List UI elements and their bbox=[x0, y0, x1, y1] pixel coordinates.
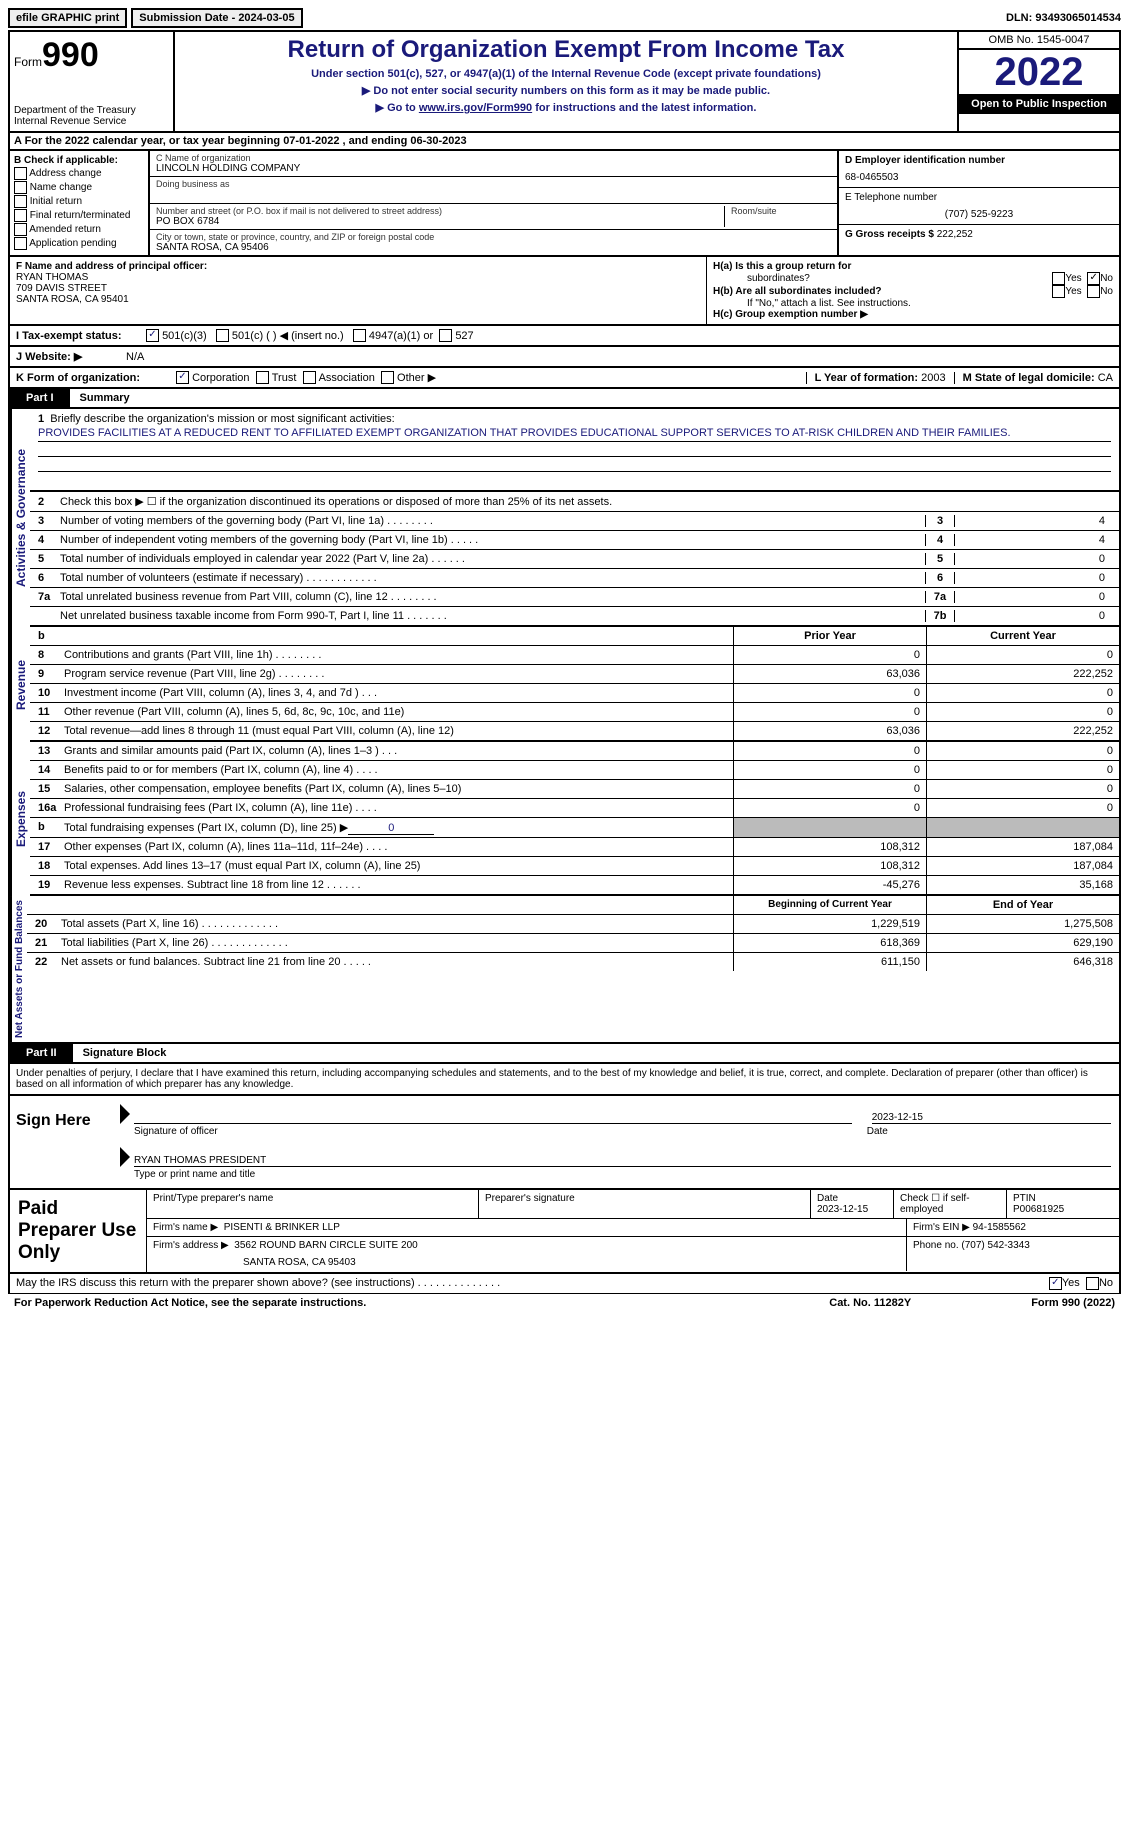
form-word: Form bbox=[14, 55, 42, 69]
expenses-section: Expenses 13Grants and similar amounts pa… bbox=[8, 742, 1121, 896]
row-k: K Form of organization: ✓ Corporation Tr… bbox=[8, 368, 1121, 389]
website-value: N/A bbox=[126, 351, 144, 363]
efile-print-button[interactable]: efile GRAPHIC print bbox=[8, 8, 127, 28]
line-a: A For the 2022 calendar year, or tax yea… bbox=[8, 133, 1121, 151]
dba-label: Doing business as bbox=[156, 179, 230, 201]
tax-year: 2022 bbox=[959, 50, 1119, 94]
h-b-note: If "No," attach a list. See instructions… bbox=[713, 298, 1113, 309]
subtitle-2: ▶ Do not enter social security numbers o… bbox=[179, 84, 953, 97]
addr-label: Number and street (or P.O. box if mail i… bbox=[156, 206, 724, 216]
activities-section: Activities & Governance 1 Briefly descri… bbox=[8, 409, 1121, 627]
irs-link[interactable]: www.irs.gov/Form990 bbox=[419, 102, 532, 114]
discuss-question: May the IRS discuss this return with the… bbox=[8, 1274, 1121, 1294]
revenue-label: Revenue bbox=[10, 627, 30, 742]
chk-address-change[interactable]: Address change bbox=[14, 167, 144, 180]
city-value: SANTA ROSA, CA 95406 bbox=[156, 242, 831, 253]
paid-preparer-label: Paid Preparer Use Only bbox=[10, 1190, 147, 1272]
open-inspection: Open to Public Inspection bbox=[959, 94, 1119, 114]
mission-text: PROVIDES FACILITIES AT A REDUCED RENT TO… bbox=[38, 425, 1111, 442]
part-1-tag: Part I bbox=[10, 389, 70, 407]
form-title: Return of Organization Exempt From Incom… bbox=[179, 36, 953, 64]
chk-initial-return[interactable]: Initial return bbox=[14, 195, 144, 208]
dept-treasury: Department of the Treasury bbox=[14, 105, 169, 116]
subtitle-1: Under section 501(c), 527, or 4947(a)(1)… bbox=[179, 68, 953, 80]
officer-city: SANTA ROSA, CA 95401 bbox=[16, 294, 700, 305]
part-2-name: Signature Block bbox=[73, 1044, 177, 1062]
tel-label: E Telephone number bbox=[845, 192, 1113, 203]
ein-label: D Employer identification number bbox=[845, 155, 1113, 166]
part-1-header: Part I Summary bbox=[8, 389, 1121, 409]
top-bar: efile GRAPHIC print Submission Date - 20… bbox=[8, 8, 1121, 28]
column-b: B Check if applicable: Address change Na… bbox=[10, 151, 150, 255]
revenue-section: Revenue bPrior YearCurrent Year 8Contrib… bbox=[8, 627, 1121, 742]
form-number: 990 bbox=[42, 36, 99, 74]
column-c: C Name of organization LINCOLN HOLDING C… bbox=[150, 151, 837, 255]
b-label: B Check if applicable: bbox=[14, 155, 144, 166]
sign-here-block: Sign Here 2023-12-15 Signature of office… bbox=[8, 1096, 1121, 1190]
perjury-statement: Under penalties of perjury, I declare th… bbox=[8, 1064, 1121, 1096]
net-assets-section: Net Assets or Fund Balances Beginning of… bbox=[8, 896, 1121, 1044]
room-label: Room/suite bbox=[731, 206, 777, 216]
tel-value: (707) 525-9223 bbox=[845, 209, 1113, 220]
org-name-label: C Name of organization bbox=[156, 153, 831, 163]
activities-label: Activities & Governance bbox=[10, 409, 30, 627]
form-header: Form990 Department of the Treasury Inter… bbox=[8, 30, 1121, 133]
row-j: J Website: ▶ N/A bbox=[8, 347, 1121, 368]
triangle-icon bbox=[120, 1147, 130, 1167]
header-right: OMB No. 1545-0047 2022 Open to Public In… bbox=[957, 32, 1119, 131]
addr-value: PO BOX 6784 bbox=[156, 216, 724, 227]
header-left: Form990 Department of the Treasury Inter… bbox=[10, 32, 175, 131]
ein-value: 68-0465503 bbox=[845, 172, 1113, 183]
city-label: City or town, state or province, country… bbox=[156, 232, 831, 242]
paid-preparer-block: Paid Preparer Use Only Print/Type prepar… bbox=[8, 1190, 1121, 1274]
header-center: Return of Organization Exempt From Incom… bbox=[175, 32, 957, 131]
gross-value: 222,252 bbox=[937, 229, 973, 240]
part-1-name: Summary bbox=[70, 389, 140, 407]
expenses-label: Expenses bbox=[10, 742, 30, 896]
dln: DLN: 93493065014534 bbox=[1006, 12, 1121, 24]
org-name: LINCOLN HOLDING COMPANY bbox=[156, 163, 831, 174]
footer-final: For Paperwork Reduction Act Notice, see … bbox=[8, 1294, 1121, 1312]
sign-here-label: Sign Here bbox=[10, 1096, 112, 1188]
chk-name-change[interactable]: Name change bbox=[14, 181, 144, 194]
h-c: H(c) Group exemption number ▶ bbox=[713, 309, 1113, 320]
part-2-header: Part II Signature Block bbox=[8, 1044, 1121, 1064]
subtitle-3: ▶ Go to www.irs.gov/Form990 for instruct… bbox=[179, 101, 953, 114]
net-assets-label: Net Assets or Fund Balances bbox=[10, 896, 27, 1042]
officer-street: 709 DAVIS STREET bbox=[16, 283, 700, 294]
gross-label: G Gross receipts $ bbox=[845, 229, 934, 240]
section-h: H(a) Is this a group return for subordin… bbox=[707, 257, 1119, 324]
part-2-tag: Part II bbox=[10, 1044, 73, 1062]
chk-final-return[interactable]: Final return/terminated bbox=[14, 209, 144, 222]
omb-number: OMB No. 1545-0047 bbox=[959, 32, 1119, 50]
triangle-icon bbox=[120, 1104, 130, 1124]
main-info-block: B Check if applicable: Address change Na… bbox=[8, 151, 1121, 257]
submission-date: Submission Date - 2024-03-05 bbox=[131, 8, 302, 28]
f-label: F Name and address of principal officer: bbox=[16, 261, 700, 272]
chk-application-pending[interactable]: Application pending bbox=[14, 237, 144, 250]
irs-label: Internal Revenue Service bbox=[14, 116, 169, 127]
column-d: D Employer identification number 68-0465… bbox=[837, 151, 1119, 255]
officer-name: RYAN THOMAS bbox=[16, 272, 700, 283]
row-f-h: F Name and address of principal officer:… bbox=[8, 257, 1121, 326]
section-f: F Name and address of principal officer:… bbox=[10, 257, 707, 324]
row-i: I Tax-exempt status: ✓ 501(c)(3) 501(c) … bbox=[8, 326, 1121, 347]
chk-amended[interactable]: Amended return bbox=[14, 223, 144, 236]
